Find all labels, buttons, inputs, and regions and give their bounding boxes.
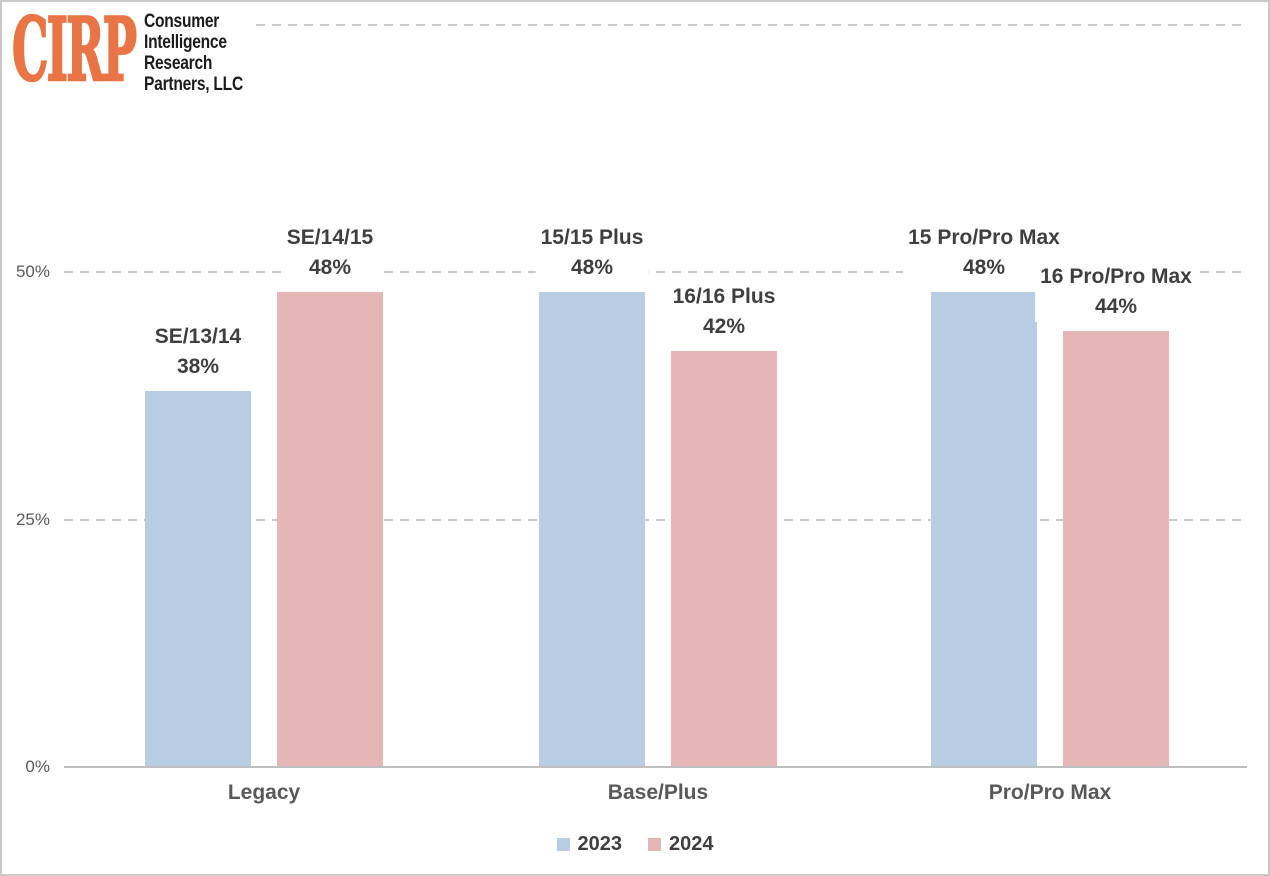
legend-swatch-2024	[648, 838, 661, 851]
chart-legend: 2023 2024	[2, 833, 1268, 856]
bar-label-name: 15/15 Plus	[540, 226, 644, 249]
bar-label-value: 42%	[702, 315, 746, 338]
logo-name-line: Research	[144, 53, 213, 74]
gridline-50pct	[64, 271, 1247, 273]
gridline-75pct	[64, 23, 1247, 26]
y-tick-label-50pct: 50%	[15, 262, 50, 281]
bar-2023-pro-pro-max	[931, 292, 1037, 767]
bar-label-value: 44%	[1094, 295, 1138, 318]
bar-label-name: 16/16 Plus	[672, 285, 776, 308]
cirp-logo-name: Consumer Intelligence Research Partners,…	[144, 11, 243, 95]
bar-2024-base-plus	[671, 351, 777, 767]
legend-label-2024: 2024	[669, 833, 714, 855]
cirp-logo-acronym: CIRP	[11, 0, 137, 101]
gridline-25pct	[64, 518, 1247, 521]
bar-label-se-14-15: SE/14/15 48%	[281, 223, 379, 283]
bar-2023-base-plus	[539, 292, 645, 767]
bar-2024-legacy	[277, 292, 383, 767]
legend-label-2023: 2023	[577, 833, 623, 855]
bar-label-se-13-14: SE/13/14 38%	[149, 322, 247, 382]
bar-label-16-pro-pro-max: 16 Pro/Pro Max 44%	[1035, 262, 1197, 322]
legend-item-2024: 2024	[648, 833, 714, 856]
logo-name-line: Intelligence	[144, 32, 227, 53]
legend-item-2023: 2023	[556, 833, 623, 856]
x-axis-line	[64, 766, 1247, 768]
bar-2024-pro-pro-max	[1063, 331, 1169, 767]
bar-label-value: 48%	[570, 256, 614, 279]
bar-label-15-15-plus: 15/15 Plus 48%	[535, 223, 649, 283]
cirp-logo: CIRP Consumer Intelligence Research Part…	[2, 2, 254, 112]
bar-label-name: SE/14/15	[286, 226, 374, 249]
logo-name-line: Consumer	[144, 11, 220, 32]
bar-label-16-16-plus: 16/16 Plus 42%	[667, 282, 781, 342]
bar-label-value: 48%	[962, 256, 1006, 279]
bar-label-name: 16 Pro/Pro Max	[1040, 265, 1192, 288]
category-label-legacy: Legacy	[227, 781, 301, 804]
bar-2023-legacy	[145, 391, 251, 767]
legend-swatch-2023	[556, 838, 570, 851]
y-tick-label-25pct: 25%	[15, 509, 50, 529]
bar-label-name: SE/13/14	[154, 325, 242, 348]
bar-label-name: 15 Pro/Pro Max	[908, 226, 1060, 249]
logo-name-line: Partners, LLC	[144, 74, 243, 95]
bar-label-value: 48%	[308, 256, 352, 279]
y-tick-label-0pct: 0%	[25, 757, 50, 776]
bar-label-value: 38%	[176, 355, 220, 378]
category-label-pro-pro-max: Pro/Pro Max	[988, 781, 1112, 804]
category-label-base-plus: Base/Plus	[607, 781, 709, 804]
